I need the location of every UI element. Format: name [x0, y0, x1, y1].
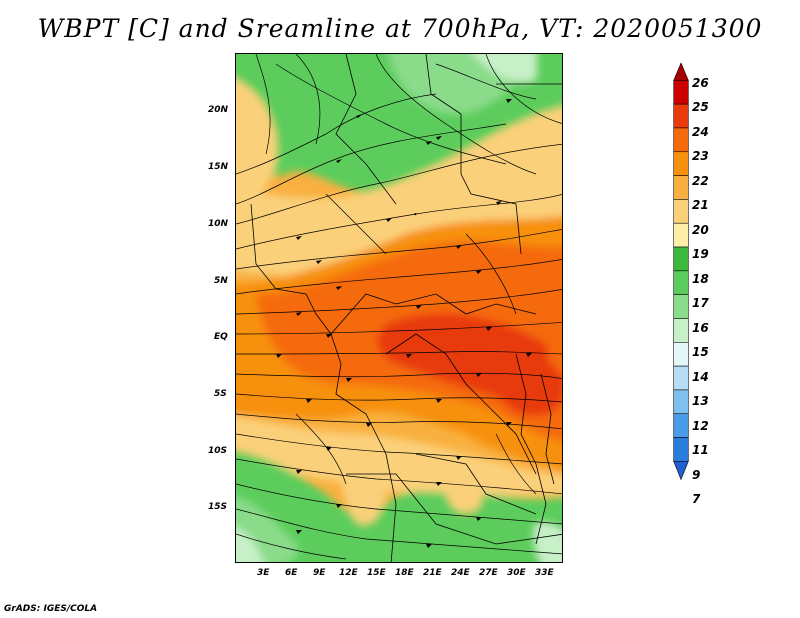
colorbar-level-label: 15 — [692, 345, 709, 360]
lon-label-15e: 15E — [367, 568, 386, 578]
colorbar-level-label: 21 — [692, 198, 709, 213]
colorbar-box — [673, 437, 689, 462]
lon-label-33e: 33E — [535, 568, 554, 578]
lat-label-5s: 5S — [214, 389, 227, 399]
colorbar-level-label: 24 — [692, 124, 709, 139]
map-panel — [235, 53, 563, 563]
colorbar-box — [673, 199, 689, 224]
colorbar-level-label: 12 — [692, 418, 709, 433]
colorbar — [672, 62, 690, 524]
colorbar-box — [673, 103, 689, 129]
colorbar-box — [673, 175, 689, 200]
lon-label-3e: 3E — [257, 568, 270, 578]
lon-label-30e: 30E — [507, 568, 526, 578]
colorbar-box — [673, 318, 689, 343]
colorbar-level-label: 17 — [692, 296, 709, 311]
colorbar-level-label: 9 — [692, 467, 701, 482]
colorbar-box — [673, 413, 689, 438]
lon-label-6e: 6E — [285, 568, 298, 578]
colorbar-level-label: 13 — [692, 394, 709, 409]
colorbar-box — [673, 80, 689, 105]
streamlines — [236, 54, 562, 560]
colorbar-box — [673, 151, 689, 176]
colorbar-box — [673, 222, 689, 248]
wbpt-field-map — [236, 54, 562, 562]
colorbar-box — [673, 365, 689, 391]
colorbar-level-label: 25 — [692, 100, 709, 115]
colorbar-level-label: 16 — [692, 320, 709, 335]
colorbar-level-label: 14 — [692, 369, 709, 384]
credit-text: GrADS: IGES/COLA — [4, 604, 98, 614]
colorbar-box — [673, 294, 689, 319]
colorbar-level-label: 7 — [692, 492, 701, 506]
lat-label-15n: 15N — [208, 162, 229, 172]
colorbar-level-label: 26 — [692, 76, 709, 90]
colorbar-box — [673, 270, 689, 295]
streamline-arrows — [276, 99, 532, 548]
lat-label-eq: EQ — [214, 332, 228, 342]
colorbar-graphic — [673, 62, 689, 481]
lat-label-15s: 15S — [208, 502, 228, 512]
lon-label-9e: 9E — [313, 568, 326, 578]
colorbar-top-triangle — [673, 62, 689, 81]
lat-label-20n: 20N — [208, 105, 229, 115]
lon-label-21e: 21E — [423, 568, 442, 578]
lon-label-24e: 24E — [451, 568, 470, 578]
colorbar-box — [673, 342, 689, 367]
colorbar-level-label: 20 — [692, 222, 709, 237]
colorbar-box — [673, 246, 689, 272]
lat-label-5n: 5N — [214, 276, 228, 286]
colorbar-box — [673, 389, 689, 415]
lon-label-18e: 18E — [395, 568, 414, 578]
lat-label-10n: 10N — [208, 219, 229, 229]
colorbar-box — [673, 127, 689, 153]
colorbar-level-label: 18 — [692, 271, 709, 286]
chart-title: WBPT [C] and Sreamline at 700hPa, VT: 20… — [37, 14, 763, 43]
colorbar-bottom-triangle — [673, 461, 689, 481]
country-borders — [250, 54, 562, 562]
colorbar-level-label: 23 — [692, 149, 709, 164]
colorbar-level-label: 19 — [692, 247, 709, 262]
lon-label-27e: 27E — [479, 568, 498, 578]
colorbar-level-label: 22 — [692, 173, 709, 188]
lon-label-12e: 12E — [339, 568, 358, 578]
colorbar-level-label: 11 — [692, 443, 709, 458]
lat-label-10s: 10S — [208, 446, 228, 456]
